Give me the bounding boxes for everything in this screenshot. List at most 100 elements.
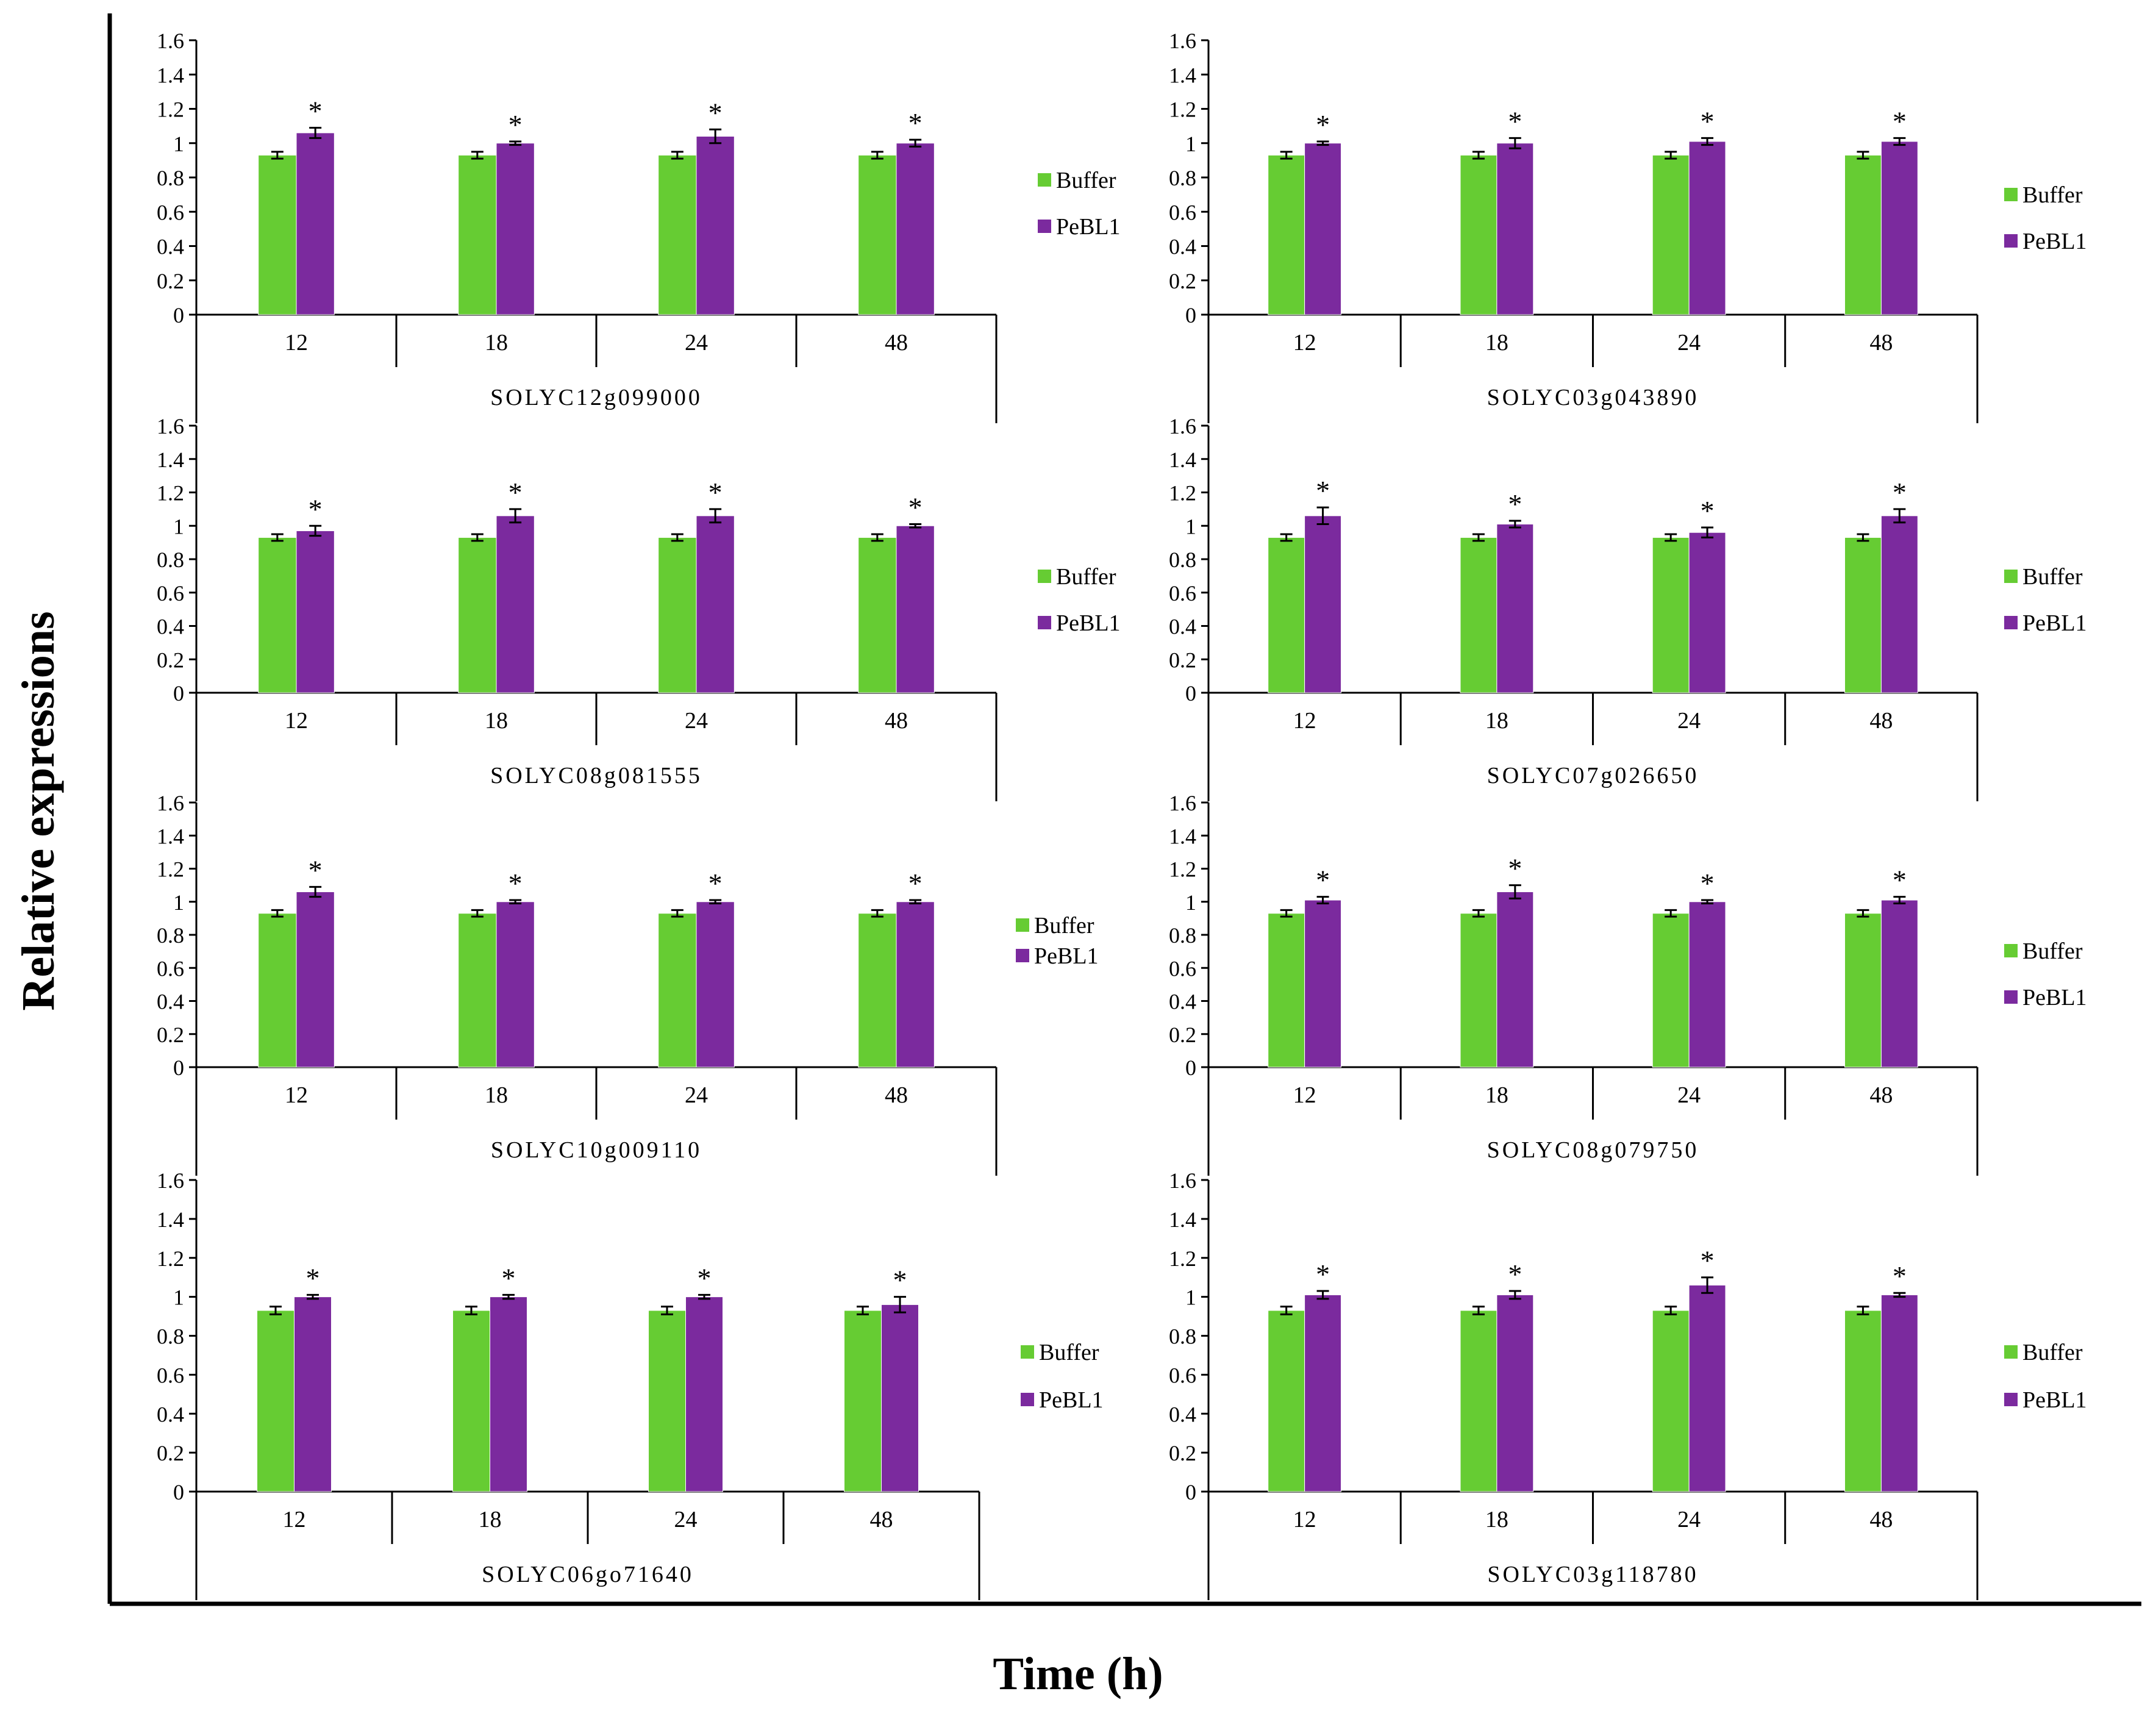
bar-pebl1 <box>496 515 535 693</box>
x-category-label: 48 <box>1869 330 1893 356</box>
y-tick-label: 0.8 <box>1169 923 1196 948</box>
significance-marker: * <box>908 492 923 523</box>
y-tick-label: 0 <box>1185 303 1196 327</box>
y-tick-label: 0 <box>173 1056 184 1080</box>
significance-marker: * <box>1701 868 1715 899</box>
y-tick-label: 1.6 <box>157 414 184 438</box>
legend-swatch-pebl1 <box>2004 616 2018 629</box>
bar-buffer <box>658 537 697 693</box>
significance-marker: * <box>1316 1259 1330 1290</box>
y-tick-label: 0 <box>1185 1480 1196 1504</box>
panel-gene-label: SOLYC07g026650 <box>1487 763 1699 788</box>
legend-swatch-buffer <box>2004 188 2018 201</box>
bar-buffer <box>1652 913 1690 1068</box>
bar-pebl1 <box>1688 532 1726 693</box>
legend-label: PeBL1 <box>2022 1387 2087 1413</box>
legend-label: PeBL1 <box>2022 985 2087 1010</box>
bar-buffer <box>1460 1310 1497 1492</box>
legend-swatch-buffer <box>1016 918 1029 932</box>
x-category-label: 18 <box>485 1082 508 1108</box>
x-category-label: 18 <box>1485 708 1508 734</box>
bar-buffer <box>858 913 897 1068</box>
y-tick-label: 1 <box>1185 890 1196 915</box>
y-tick-label: 1.6 <box>1169 414 1196 438</box>
legend-swatch-pebl1 <box>2004 234 2018 248</box>
y-tick-label: 0.6 <box>1169 956 1196 981</box>
chart-panel: 0 0.2 0.4 0.6 0.8 1 1.2 1.4 1.6 12 * 18 * 24 * 48 * SOLYC… <box>157 414 1121 801</box>
significance-marker: * <box>1893 865 1907 896</box>
bar-pebl1 <box>1304 143 1342 315</box>
panel-gene-label: SOLYC03g043890 <box>1487 385 1699 410</box>
bar-pebl1 <box>896 525 935 693</box>
significance-marker: * <box>893 1265 907 1296</box>
bar-buffer <box>658 913 697 1068</box>
y-tick-label: 0 <box>1185 681 1196 706</box>
y-tick-label: 0.8 <box>1169 166 1196 190</box>
y-tick-label: 1.2 <box>1169 481 1196 506</box>
x-category-label: 18 <box>1485 1507 1508 1532</box>
bar-buffer <box>458 154 497 315</box>
y-tick-label: 1 <box>173 1285 184 1310</box>
bar-buffer <box>858 537 897 693</box>
y-tick-label: 0.2 <box>157 269 184 293</box>
chart-panel: 0 0.2 0.4 0.6 0.8 1 1.2 1.4 1.6 12 * 18 * 24 * 48 * SOLYC… <box>157 1168 1104 1600</box>
y-tick-label: 1 <box>1185 1285 1196 1310</box>
y-tick-label: 0.2 <box>1169 1023 1196 1047</box>
significance-marker: * <box>1701 495 1715 526</box>
significance-marker: * <box>908 868 923 899</box>
significance-marker: * <box>1701 1245 1715 1276</box>
x-category-label: 24 <box>1677 1082 1701 1108</box>
bar-buffer <box>258 913 297 1068</box>
y-tick-label: 0 <box>1185 1056 1196 1080</box>
y-tick-label: 0.8 <box>157 923 184 948</box>
legend-label: Buffer <box>1056 168 1116 193</box>
x-category-label: 24 <box>685 708 708 734</box>
legend-swatch-pebl1 <box>1038 616 1051 629</box>
bar-pebl1 <box>296 132 335 315</box>
y-tick-label: 1 <box>1185 132 1196 156</box>
bar-pebl1 <box>696 515 735 693</box>
bar-pebl1 <box>1304 899 1342 1068</box>
y-tick-label: 1.4 <box>1169 824 1196 848</box>
y-tick-label: 0.2 <box>157 648 184 672</box>
chart-panel: 0 0.2 0.4 0.6 0.8 1 1.2 1.4 1.6 12 * 18 * 24 * 48 * SOLYC… <box>1169 29 2087 423</box>
x-category-label: 12 <box>1293 1082 1316 1108</box>
bar-buffer <box>458 537 497 693</box>
bar-buffer <box>844 1310 882 1492</box>
bar-buffer <box>1460 537 1497 693</box>
bar-buffer <box>1460 913 1497 1068</box>
significance-marker: * <box>1508 853 1522 884</box>
y-tick-label: 1.4 <box>1169 63 1196 87</box>
bar-buffer <box>1652 154 1690 315</box>
x-category-label: 24 <box>1677 708 1701 734</box>
panels: 0 0.2 0.4 0.6 0.8 1 1.2 1.4 1.6 12 * 18 * 24 * 48 * SOLYC… <box>157 29 2087 1600</box>
legend-swatch-pebl1 <box>1021 1393 1034 1406</box>
bar-buffer <box>1652 537 1690 693</box>
significance-marker: * <box>309 493 323 524</box>
legend-label: Buffer <box>2022 1340 2083 1365</box>
bar-pebl1 <box>1688 141 1726 315</box>
chart-panel: 0 0.2 0.4 0.6 0.8 1 1.2 1.4 1.6 12 * 18 * 24 * 48 * SOLYC… <box>157 791 1099 1176</box>
significance-marker: * <box>709 868 723 899</box>
significance-marker: * <box>1508 105 1522 137</box>
significance-marker: * <box>1508 488 1522 520</box>
significance-marker: * <box>709 477 723 508</box>
y-tick-label: 1.4 <box>157 824 184 848</box>
panel-gene-label: SOLYC03g118780 <box>1487 1562 1698 1587</box>
x-category-label: 24 <box>1677 1507 1701 1532</box>
y-tick-label: 1.2 <box>157 1246 184 1271</box>
bar-pebl1 <box>296 891 335 1068</box>
y-tick-label: 0.4 <box>157 990 184 1014</box>
y-tick-label: 1.4 <box>157 63 184 87</box>
y-tick-label: 0.8 <box>1169 1325 1196 1349</box>
legend-label: Buffer <box>1039 1340 1099 1365</box>
bar-pebl1 <box>896 143 935 315</box>
y-tick-label: 1.2 <box>1169 1246 1196 1271</box>
bar-buffer <box>1268 154 1305 315</box>
significance-marker: * <box>509 477 523 508</box>
x-category-label: 48 <box>870 1507 893 1532</box>
legend-swatch-buffer <box>1038 173 1051 187</box>
y-tick-label: 1.2 <box>157 481 184 506</box>
significance-marker: * <box>1316 475 1330 506</box>
